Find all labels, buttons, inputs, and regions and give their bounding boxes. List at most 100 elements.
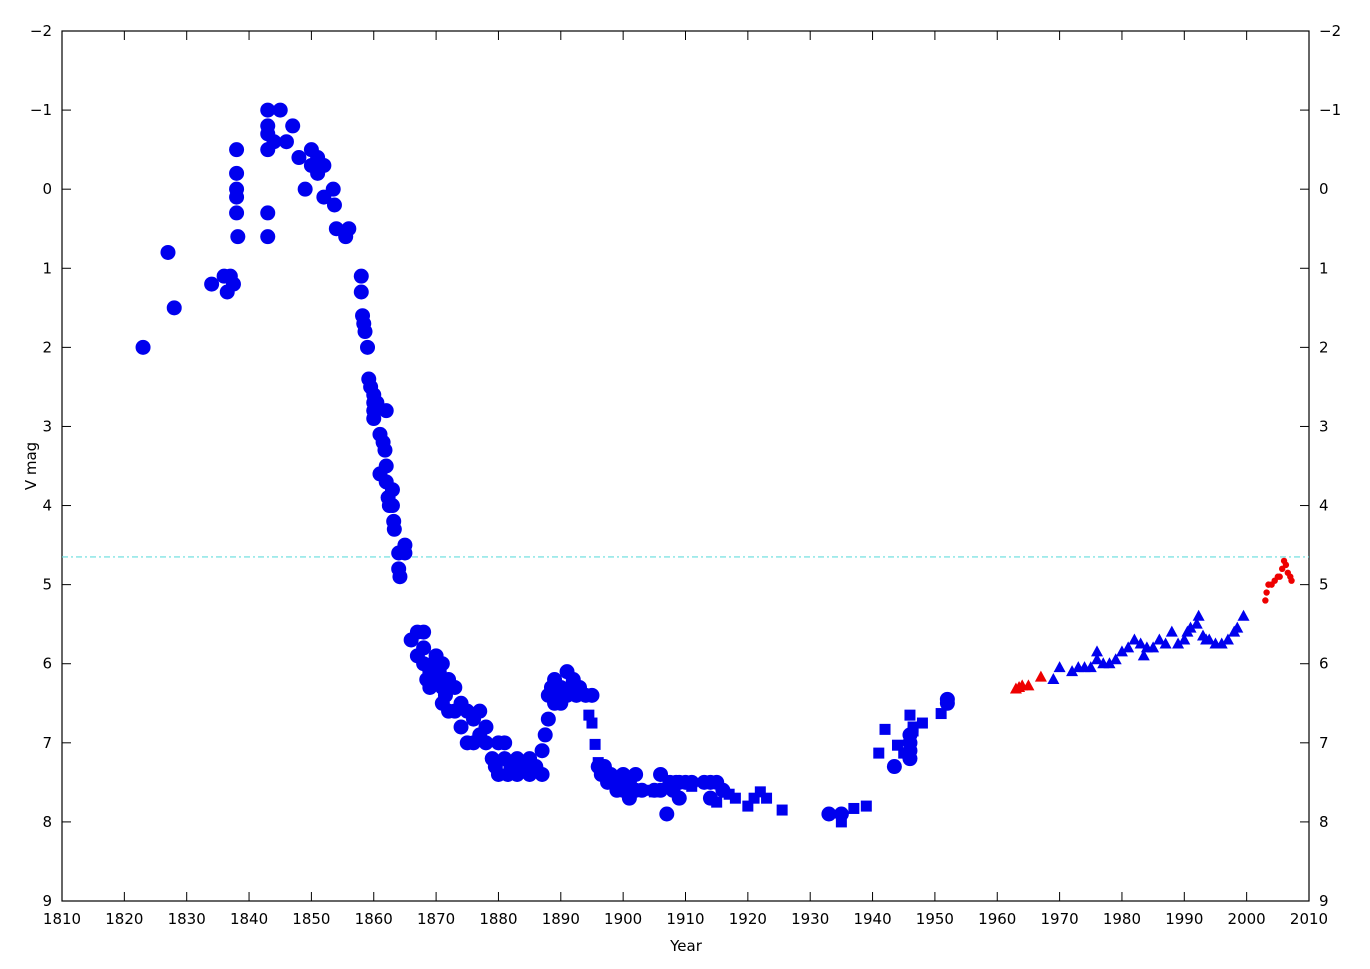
y2-tick-label: 1: [1319, 259, 1329, 277]
data-point: [1115, 645, 1128, 657]
data-point: [1066, 665, 1079, 677]
y-tick-label: −1: [30, 101, 52, 119]
y-tick-label: 4: [42, 497, 52, 515]
data-point: [1165, 625, 1178, 637]
data-point: [384, 498, 400, 514]
data-point: [584, 687, 600, 703]
data-point: [1134, 637, 1147, 649]
data-point: [907, 721, 919, 733]
x-tick-label: 1830: [168, 910, 206, 928]
y2-tick-label: 0: [1319, 180, 1329, 198]
data-point: [748, 792, 760, 804]
data-point: [260, 205, 276, 221]
data-point: [386, 521, 402, 537]
data-point: [1147, 641, 1160, 653]
data-point: [266, 134, 282, 150]
data-point: [835, 816, 847, 828]
data-point: [583, 709, 595, 721]
data-point: [860, 800, 872, 812]
x-tick-label: 1820: [105, 910, 143, 928]
x-tick-label: 1860: [355, 910, 393, 928]
data-point: [729, 792, 741, 804]
data-point: [230, 229, 246, 245]
y2-tick-label: 8: [1319, 813, 1329, 831]
x-tick-label: 1980: [1103, 910, 1141, 928]
x-tick-label: 1880: [479, 910, 517, 928]
data-point: [589, 738, 601, 750]
data-point: [360, 339, 376, 355]
data-point: [598, 765, 610, 776]
x-tick-label: 1950: [916, 910, 954, 928]
data-point: [272, 102, 288, 118]
data-point: [416, 624, 432, 640]
x-tick-label: 1890: [542, 910, 580, 928]
y2-tick-label: 3: [1319, 417, 1329, 435]
data-point: [1282, 561, 1290, 569]
data-point: [260, 229, 276, 245]
plot-frame: [61, 30, 1310, 902]
data-point: [754, 786, 766, 798]
y-tick-label: 1: [42, 259, 52, 277]
data-point: [898, 747, 910, 759]
data-point: [592, 757, 604, 769]
data-point: [357, 324, 373, 340]
data-point: [1288, 577, 1295, 584]
data-point: [434, 656, 450, 672]
data-point: [1262, 597, 1269, 604]
data-point: [1103, 657, 1116, 669]
data-point: [1237, 609, 1250, 621]
data-point: [497, 735, 513, 751]
y2-tick-label: −1: [1319, 101, 1341, 119]
y-tick-label: 7: [42, 734, 52, 752]
data-point: [325, 181, 341, 197]
y-tick-label: 2: [42, 338, 52, 356]
data-point: [1137, 649, 1150, 661]
data-point: [886, 759, 902, 775]
data-point: [628, 766, 644, 782]
data-point: [447, 679, 463, 695]
data-point: [297, 181, 313, 197]
y2-tick-label: 4: [1319, 497, 1329, 515]
data-point: [1109, 653, 1122, 665]
data-point: [821, 806, 837, 822]
data-point: [384, 482, 400, 498]
y-tick-label: 6: [42, 655, 52, 673]
data-point: [648, 786, 660, 798]
data-point: [392, 569, 408, 585]
data-point: [534, 743, 550, 759]
x-tick-label: 1930: [791, 910, 829, 928]
data-point: [316, 157, 332, 173]
data-point: [904, 709, 916, 721]
data-point: [229, 142, 245, 158]
y-tick-label: 0: [42, 180, 52, 198]
data-point: [353, 284, 369, 300]
data-point: [1034, 670, 1047, 682]
data-point: [586, 717, 598, 729]
x-tick-label: 1910: [666, 910, 704, 928]
data-point: [1022, 679, 1035, 691]
data-point: [1215, 637, 1228, 649]
data-point: [711, 796, 723, 808]
data-point: [260, 102, 276, 118]
data-point: [1122, 641, 1135, 653]
data-point: [659, 806, 675, 822]
data-point: [1084, 661, 1097, 673]
data-point: [453, 719, 469, 735]
data-point: [686, 780, 698, 792]
data-point: [1263, 589, 1270, 596]
data-point: [229, 189, 245, 205]
data-point: [291, 150, 307, 166]
data-point: [742, 800, 754, 812]
x-tick-label: 1870: [417, 910, 455, 928]
y-tick-label: 8: [42, 813, 52, 831]
data-point: [1276, 573, 1283, 580]
data-point: [848, 802, 860, 814]
data-point: [939, 691, 955, 707]
y-tick-label: 5: [42, 576, 52, 594]
data-point: [478, 719, 494, 735]
y-tick-label: 3: [42, 417, 52, 435]
data-point: [1231, 621, 1244, 633]
data-point: [891, 739, 903, 751]
data-point: [540, 711, 556, 727]
data-point: [1221, 633, 1234, 645]
